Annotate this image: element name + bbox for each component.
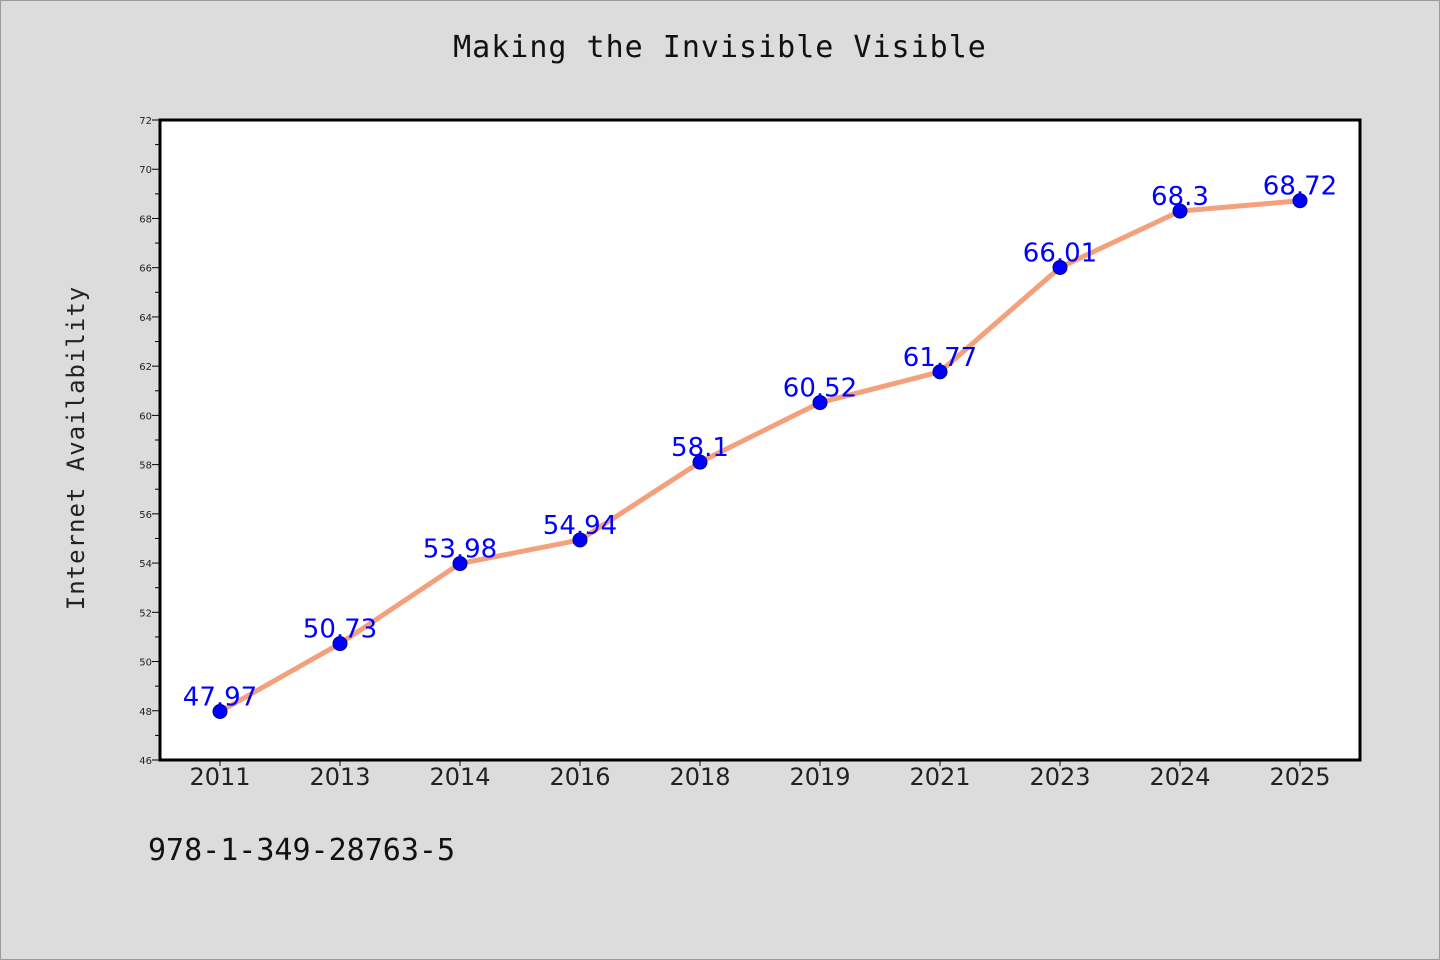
data-label: 68.72 [1263,172,1337,202]
y-tick-label: 50 [139,658,152,669]
data-point [212,704,228,720]
y-tick-label: 56 [139,510,152,521]
x-tick-label: 2014 [429,763,490,791]
x-tick-label: 2023 [1029,763,1090,791]
y-tick-label: 52 [139,608,152,619]
x-tick-label: 2016 [549,763,610,791]
y-tick-label: 60 [139,411,152,422]
y-tick-label: 72 [139,116,152,127]
x-tick-label: 2025 [1269,763,1330,791]
data-point [692,454,708,470]
y-tick-label: 68 [139,214,152,225]
series-group: 47.97 50.73 53.98 54.94 58.1 60.52 61.77 66.01 6… [183,172,1337,720]
data-label: 60.52 [783,374,857,404]
data-point [572,532,588,548]
isbn-text: 978-1-349-28763-5 [148,833,456,868]
y-tick-label: 70 [139,165,152,176]
data-label: 53.98 [423,535,497,565]
y-tick-label: 64 [139,313,152,324]
y-tick-label: 58 [139,461,152,472]
y-tick-label: 46 [139,756,152,767]
x-tick-label: 2021 [909,763,970,791]
data-label: 47.97 [183,683,257,713]
data-point [452,556,468,572]
x-tick-label: 2024 [1149,763,1210,791]
x-axis-ticks: 2011 2013 2014 2016 2018 2019 2021 2023 2024 2025 [189,760,1331,791]
y-axis-ticks: 46 48 50 52 54 56 58 60 62 64 66 68 70 72 [139,116,160,767]
series-line [218,198,1301,714]
y-tick-label: 54 [139,559,152,570]
data-point [1172,203,1188,219]
y-tick-label: 48 [139,707,152,718]
x-tick-label: 2011 [189,763,250,791]
data-label: 66.01 [1023,238,1097,268]
x-tick-label: 2013 [309,763,370,791]
data-label: 58.1 [671,433,729,463]
x-tick-label: 2019 [789,763,850,791]
data-point [812,395,828,411]
x-tick-label: 2018 [669,763,730,791]
data-label: 68.3 [1151,182,1209,212]
data-point [1292,193,1308,209]
data-point [932,364,948,380]
data-label: 50.73 [303,615,377,645]
data-point [1052,259,1068,275]
y-tick-label: 66 [139,264,152,275]
y-tick-label: 62 [139,362,152,373]
data-label: 61.77 [903,343,977,373]
plot-area [158,118,1362,762]
chart-title: Making the Invisible Visible [453,30,987,65]
data-point [332,636,348,652]
data-label: 54.94 [543,511,617,541]
